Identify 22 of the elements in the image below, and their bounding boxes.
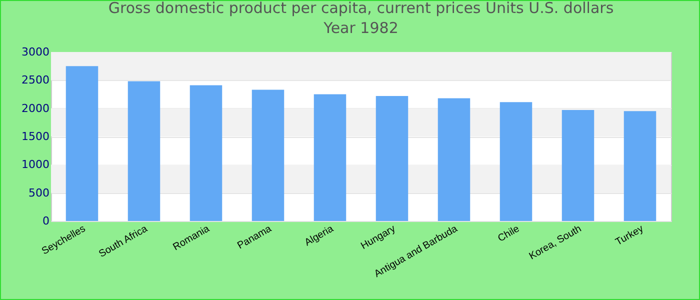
y-tick-label: 1500 bbox=[22, 130, 50, 143]
x-tick-label: South Africa bbox=[97, 223, 150, 260]
y-tick-label: 2500 bbox=[22, 74, 50, 87]
bar bbox=[314, 94, 346, 221]
bar bbox=[438, 98, 470, 221]
x-tick-label: Korea, South bbox=[527, 224, 584, 262]
bar bbox=[562, 110, 594, 221]
bar bbox=[190, 85, 222, 221]
y-tick-label: 1000 bbox=[22, 158, 50, 172]
bar bbox=[252, 90, 284, 221]
y-tick-label: 2000 bbox=[22, 102, 50, 115]
chart-subtitle: Year 1982 bbox=[322, 19, 398, 37]
bar bbox=[624, 111, 656, 221]
x-tick-label: Chile bbox=[496, 223, 522, 244]
y-tick-label: 3000 bbox=[22, 46, 50, 58]
y-tick-label: 0 bbox=[42, 214, 50, 228]
bar bbox=[66, 66, 98, 221]
bar bbox=[500, 102, 532, 221]
y-tick-label: 500 bbox=[28, 186, 50, 200]
chart-title: Gross domestic product per capita, current prices Units U.S. dollars bbox=[108, 0, 614, 17]
bar bbox=[128, 81, 160, 221]
bar bbox=[376, 96, 408, 221]
